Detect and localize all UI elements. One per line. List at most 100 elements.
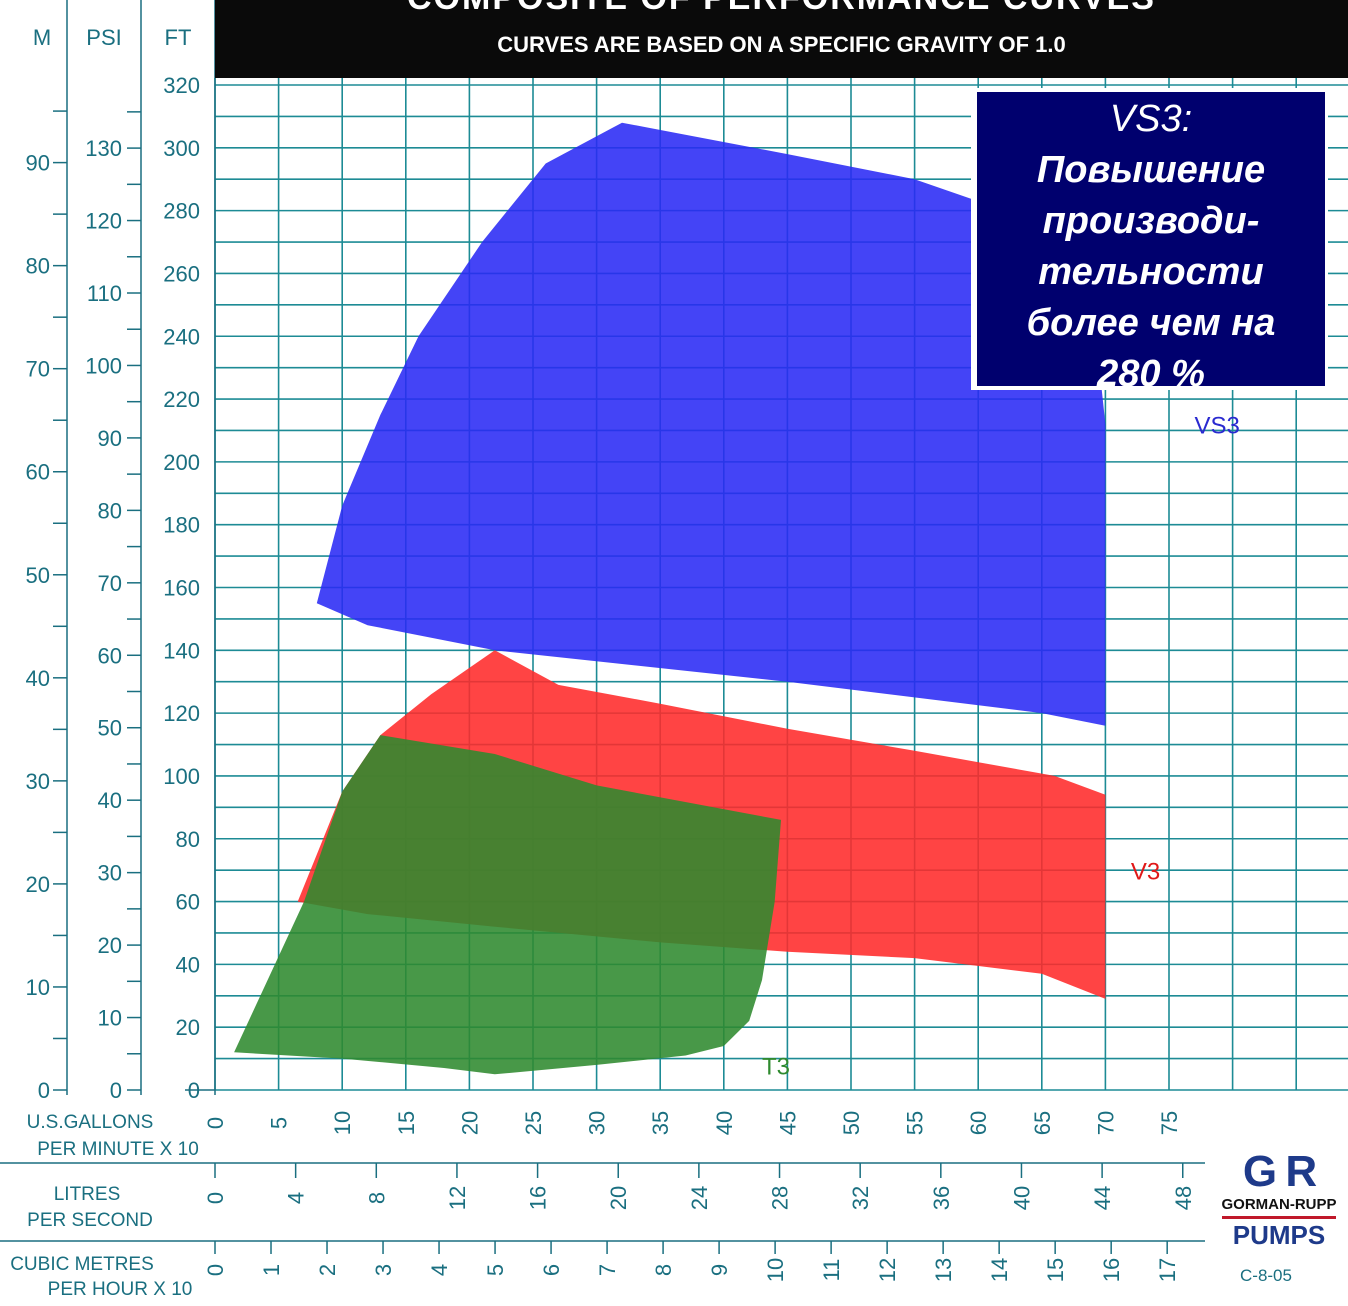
scale-tick-label-psi: 30 xyxy=(98,861,122,886)
x-tick-label-m3h: 14 xyxy=(987,1258,1012,1282)
x-tick-label-lps: 8 xyxy=(364,1192,389,1204)
x-tick-label-gpm: 40 xyxy=(712,1111,737,1135)
scale-tick-label-psi: 100 xyxy=(85,353,122,378)
x-tick-label-m3h: 16 xyxy=(1099,1258,1124,1282)
scale-tick-label-m: 30 xyxy=(26,769,50,794)
scale-tick-label-ft: 60 xyxy=(176,890,200,915)
series-area-t3 xyxy=(234,735,782,1075)
x-tick-label-gpm: 55 xyxy=(903,1111,928,1135)
x-tick-label-m3h: 12 xyxy=(875,1258,900,1282)
scale-header-ft: FT xyxy=(165,25,192,50)
scale-tick-label-ft: 40 xyxy=(176,952,200,977)
x-tick-label-lps: 0 xyxy=(203,1192,228,1204)
scale-tick-label-psi: 40 xyxy=(98,788,122,813)
x-tick-label-gpm: 20 xyxy=(457,1111,482,1135)
scale-tick-label-psi: 0 xyxy=(110,1078,122,1103)
x-axis-title-gpm: U.S.GALLONS xyxy=(27,1112,154,1133)
scale-tick-label-m: 70 xyxy=(26,357,50,382)
x-tick-label-m3h: 6 xyxy=(539,1264,564,1276)
logo-name: GORMAN-RUPP xyxy=(1221,1196,1337,1213)
scale-header-psi: PSI xyxy=(86,25,121,50)
scale-tick-label-psi: 120 xyxy=(85,209,122,234)
x-tick-label-lps: 44 xyxy=(1090,1186,1115,1210)
x-tick-label-gpm: 60 xyxy=(966,1111,991,1135)
gorman-rupp-logo: G R GORMAN-RUPP PUMPS xyxy=(1220,1150,1338,1251)
x-tick-label-gpm: 45 xyxy=(775,1111,800,1135)
x-tick-label-gpm: 35 xyxy=(648,1111,673,1135)
x-axis-title-lps: LITRES xyxy=(54,1184,121,1205)
callout-line: более чем на xyxy=(1026,302,1276,344)
x-tick-label-lps: 48 xyxy=(1171,1186,1196,1210)
x-axis-title-m3h: CUBIC METRES xyxy=(10,1254,154,1275)
x-tick-label-lps: 20 xyxy=(606,1186,631,1210)
vs3-callout: VS3: Повышение производи- тельности боле… xyxy=(971,88,1328,390)
logo-pumps: PUMPS xyxy=(1232,1220,1326,1250)
x-tick-label-m3h: 7 xyxy=(595,1264,620,1276)
callout-line: тельности xyxy=(1038,251,1264,293)
scale-tick-label-ft: 320 xyxy=(163,73,200,98)
x-tick-label-m3h: 1 xyxy=(259,1264,284,1276)
x-tick-label-lps: 32 xyxy=(848,1186,873,1210)
scale-tick-label-psi: 70 xyxy=(98,571,122,596)
figure-code: C-8-05 xyxy=(1240,1266,1292,1285)
scale-tick-label-m: 60 xyxy=(26,460,50,485)
x-tick-label-gpm: 0 xyxy=(203,1117,228,1129)
scale-tick-label-m: 20 xyxy=(26,872,50,897)
scale-tick-label-psi: 80 xyxy=(98,498,122,523)
x-tick-label-m3h: 8 xyxy=(651,1264,676,1276)
x-tick-label-m3h: 2 xyxy=(315,1264,340,1276)
x-tick-label-gpm: 15 xyxy=(394,1111,419,1135)
chart-title-bar: COMPOSITE OF PERFORMANCE CURVES CURVES A… xyxy=(215,0,1348,78)
scale-header-m: M xyxy=(33,25,51,50)
scale-tick-label-ft: 20 xyxy=(176,1015,200,1040)
series-label-v3: V3 xyxy=(1131,859,1160,886)
scale-tick-label-ft: 260 xyxy=(163,261,200,286)
series-area-vs3 xyxy=(316,122,1106,726)
scale-tick-label-psi: 110 xyxy=(87,281,122,306)
x-tick-label-gpm: 70 xyxy=(1093,1111,1118,1135)
series-label-t3: T3 xyxy=(762,1053,790,1080)
scale-tick-label-ft: 180 xyxy=(163,513,200,538)
x-tick-label-gpm: 5 xyxy=(267,1117,292,1129)
scale-tick-label-m: 10 xyxy=(26,975,50,1000)
x-tick-label-gpm: 50 xyxy=(839,1111,864,1135)
scale-tick-label-m: 90 xyxy=(26,151,50,176)
scale-tick-label-ft: 300 xyxy=(163,136,200,161)
x-tick-label-lps: 12 xyxy=(445,1186,470,1210)
x-tick-label-m3h: 9 xyxy=(707,1264,732,1276)
x-axis-title-m3h-2: PER HOUR X 10 xyxy=(48,1279,193,1300)
scale-tick-label-ft: 120 xyxy=(163,701,200,726)
x-tick-label-lps: 24 xyxy=(687,1186,712,1210)
x-tick-label-m3h: 0 xyxy=(203,1264,228,1276)
scale-tick-label-m: 50 xyxy=(26,563,50,588)
callout-line: Повышение xyxy=(1036,149,1266,191)
x-tick-label-lps: 40 xyxy=(1009,1186,1034,1210)
x-tick-label-lps: 16 xyxy=(526,1186,551,1210)
scale-tick-label-ft: 240 xyxy=(163,324,200,349)
scale-tick-label-ft: 100 xyxy=(163,764,200,789)
scale-tick-label-ft: 200 xyxy=(163,450,200,475)
x-axis-title-lps-2: PER SECOND xyxy=(27,1210,153,1231)
scale-tick-label-psi: 20 xyxy=(98,933,122,958)
scale-tick-label-m: 0 xyxy=(38,1078,50,1103)
scale-tick-label-psi: 130 xyxy=(85,136,122,161)
callout-line: VS3: xyxy=(1109,98,1193,140)
x-tick-label-lps: 28 xyxy=(768,1186,793,1210)
x-tick-label-gpm: 30 xyxy=(585,1111,610,1135)
x-tick-label-m3h: 17 xyxy=(1155,1258,1180,1282)
x-tick-label-m3h: 11 xyxy=(819,1259,844,1282)
callout-line: производи- xyxy=(1042,200,1260,242)
scale-tick-label-ft: 80 xyxy=(176,827,200,852)
series-label-vs3: VS3 xyxy=(1194,413,1239,440)
x-tick-label-gpm: 75 xyxy=(1157,1111,1182,1135)
chart-title: COMPOSITE OF PERFORMANCE CURVES xyxy=(215,0,1348,18)
scale-tick-label-ft: 160 xyxy=(163,576,200,601)
scale-tick-label-ft: 220 xyxy=(163,387,200,412)
logo-rule xyxy=(1222,1216,1336,1219)
x-tick-label-gpm: 10 xyxy=(330,1111,355,1135)
scale-tick-label-m: 40 xyxy=(26,666,50,691)
scale-tick-label-psi: 10 xyxy=(98,1006,122,1031)
chart-subtitle: CURVES ARE BASED ON A SPECIFIC GRAVITY O… xyxy=(497,32,1066,57)
